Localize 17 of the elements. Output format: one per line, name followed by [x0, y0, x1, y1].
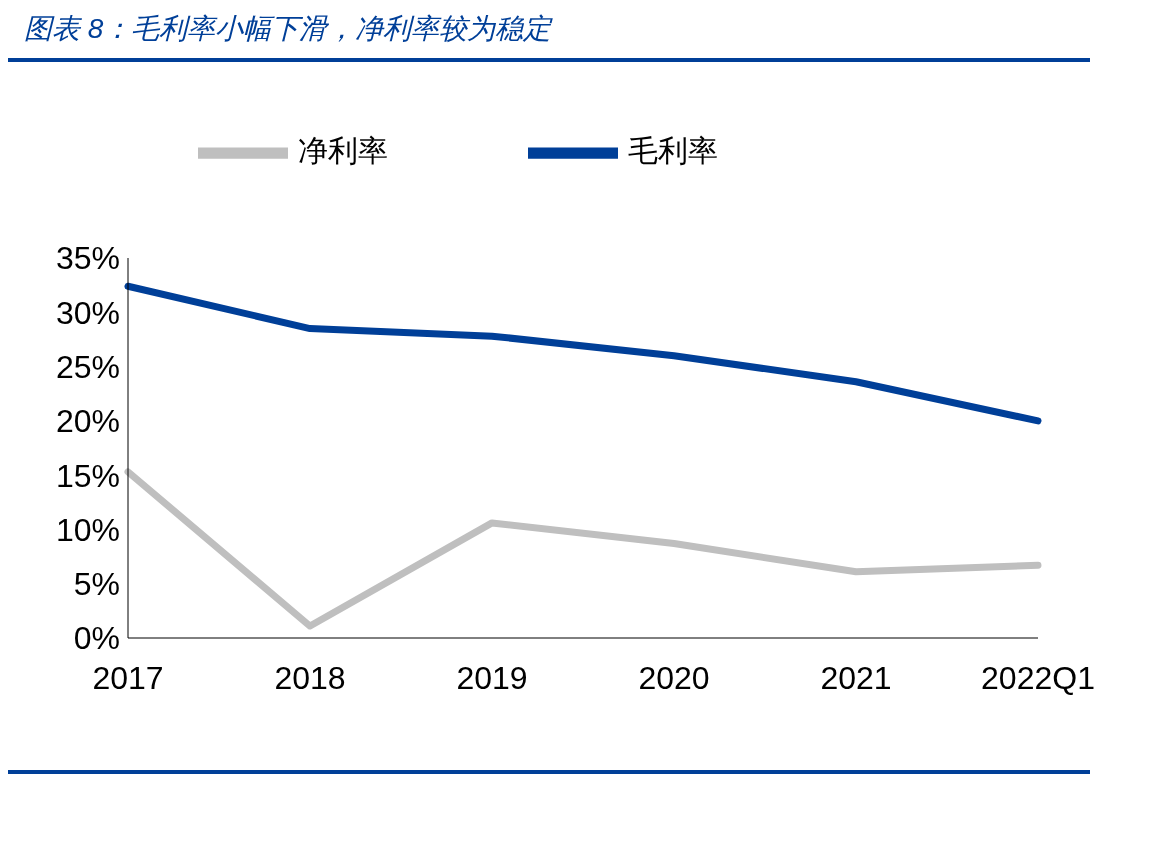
- y-tick-label: 5%: [73, 566, 120, 603]
- legend-label: 净利率: [298, 133, 388, 167]
- y-tick-label: 10%: [55, 511, 120, 548]
- x-tick-label: 2017: [92, 659, 164, 696]
- x-tick-label: 2019: [456, 659, 528, 696]
- x-tick-label: 2022Q1: [981, 659, 1095, 696]
- chart-title: 图表 8：毛利率小幅下滑，净利率较为稳定: [24, 12, 552, 46]
- y-tick-label: 15%: [55, 457, 120, 494]
- x-tick-label: 2020: [638, 659, 710, 696]
- y-tick-label: 0%: [73, 620, 120, 657]
- x-tick-label: 2018: [274, 659, 346, 696]
- y-tick-label: 35%: [55, 240, 120, 277]
- legend-label: 毛利率: [628, 133, 718, 167]
- y-tick-label: 20%: [55, 403, 120, 440]
- x-tick-label: 2021: [820, 659, 892, 696]
- y-tick-label: 25%: [55, 348, 120, 385]
- y-tick-label: 30%: [55, 294, 120, 331]
